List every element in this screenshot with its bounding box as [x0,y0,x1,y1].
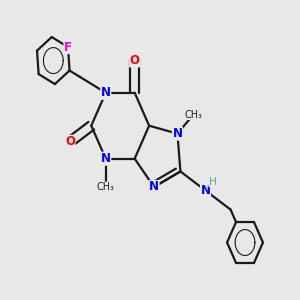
Text: N: N [149,181,159,194]
Text: CH₃: CH₃ [97,182,115,192]
Text: N: N [101,86,111,99]
Text: N: N [172,127,182,140]
Text: CH₃: CH₃ [184,110,202,119]
Text: F: F [64,40,72,53]
Text: H: H [209,177,217,187]
Text: O: O [65,135,75,148]
Text: O: O [130,54,140,67]
Text: N: N [200,184,211,197]
Text: N: N [101,152,111,165]
